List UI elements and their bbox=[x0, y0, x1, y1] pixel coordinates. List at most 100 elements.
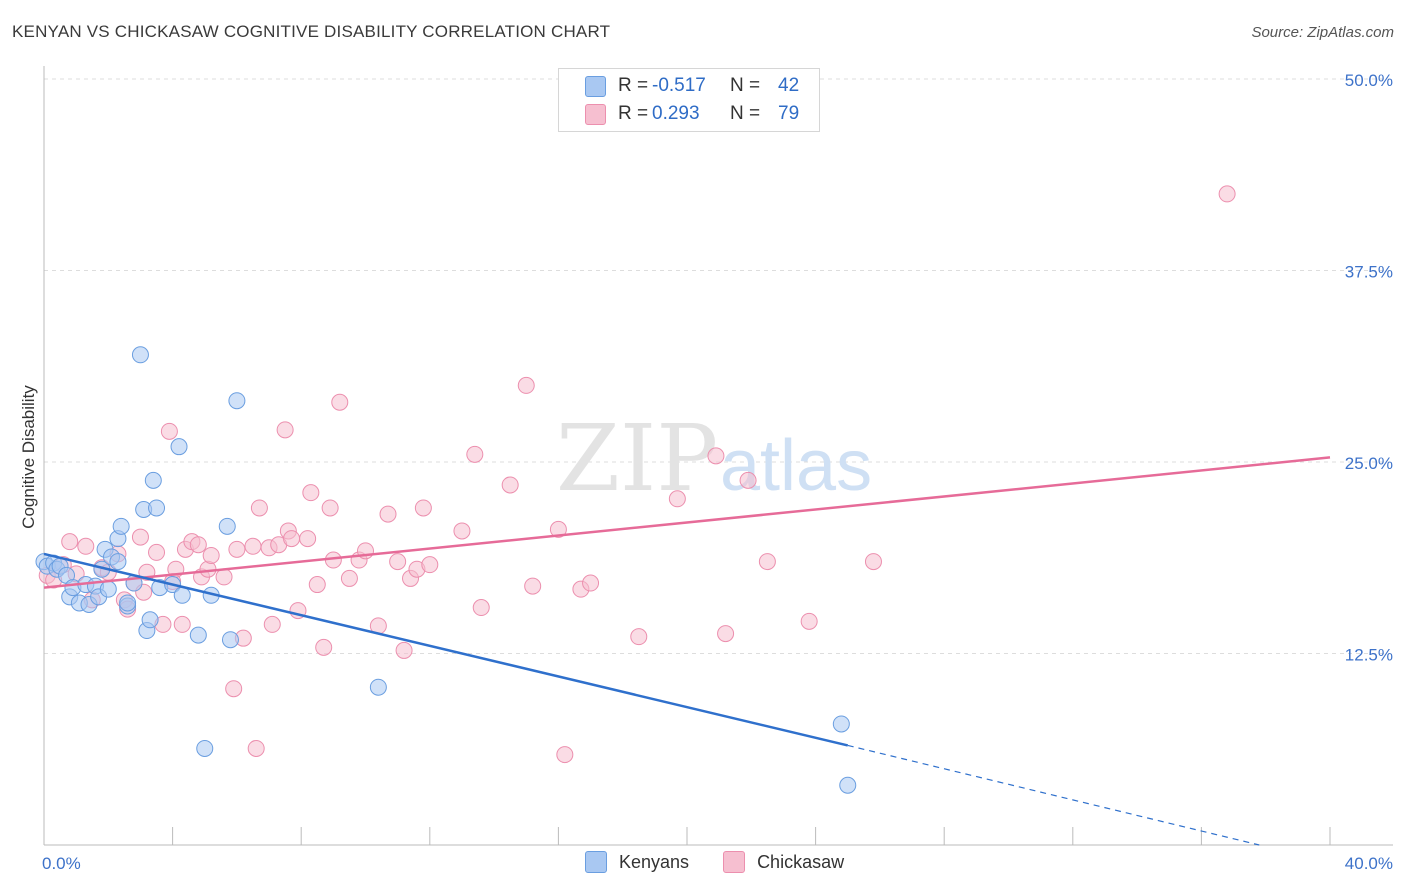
chickasaw-points bbox=[38, 185, 1236, 764]
chickasaw-point bbox=[524, 577, 542, 595]
chickasaw-point bbox=[247, 739, 265, 757]
kenyans-point bbox=[170, 438, 188, 456]
chickasaw-point bbox=[630, 628, 648, 646]
chickasaw-point bbox=[302, 484, 320, 502]
kenyans-point bbox=[221, 631, 239, 649]
chickasaw-point bbox=[472, 599, 490, 617]
r-value: 0.293 bbox=[652, 103, 700, 124]
kenyans-swatch bbox=[585, 75, 606, 97]
kenyans-point bbox=[839, 776, 857, 794]
kenyans-point bbox=[144, 471, 162, 489]
chickasaw-point bbox=[202, 546, 220, 564]
watermark-zip: ZIP bbox=[556, 405, 718, 512]
y-tick-label: 37.5% bbox=[1345, 263, 1393, 282]
n-value: 79 bbox=[778, 103, 800, 124]
legend-item-kenyans[interactable]: Kenyans bbox=[585, 851, 689, 873]
chickasaw-point bbox=[466, 445, 484, 463]
chickasaw-point bbox=[77, 537, 95, 555]
kenyans-point bbox=[148, 499, 166, 517]
chickasaw-point bbox=[315, 638, 333, 656]
chickasaw-point bbox=[717, 625, 735, 643]
chickasaw-point bbox=[501, 476, 519, 494]
r-label: R = bbox=[618, 103, 649, 124]
chickasaw-point bbox=[228, 540, 246, 558]
y-tick-label: 12.5% bbox=[1345, 646, 1393, 665]
watermark-atlas: atlas bbox=[720, 426, 872, 506]
chickasaw-point bbox=[250, 499, 268, 517]
kenyans-point bbox=[189, 626, 207, 644]
kenyans-point bbox=[112, 517, 130, 535]
r-label: R = bbox=[618, 75, 649, 96]
chickasaw-point bbox=[707, 447, 725, 465]
tick-labels: 12.5% 25.0% 37.5% 50.0% 0.0% 40.0% bbox=[42, 71, 1393, 873]
chickasaw-point bbox=[215, 568, 233, 586]
kenyans-swatch bbox=[585, 851, 607, 873]
legend-item-chickasaw[interactable]: Chickasaw bbox=[723, 851, 844, 873]
kenyans-point bbox=[99, 580, 117, 598]
chickasaw-point bbox=[864, 553, 882, 571]
chickasaw-point bbox=[414, 499, 432, 517]
n-label: N = bbox=[730, 75, 761, 96]
chickasaw-trend-line bbox=[43, 456, 1331, 589]
chickasaw-point bbox=[225, 680, 243, 698]
axes bbox=[43, 66, 1393, 846]
stats-legend: R = -0.517 N = 42 R = 0.293 N = 79 bbox=[558, 68, 820, 132]
kenyans-point bbox=[131, 346, 149, 364]
x-tick-label: 0.0% bbox=[42, 854, 81, 873]
kenyans-point bbox=[119, 594, 137, 612]
trend-lines bbox=[43, 456, 1331, 846]
chickasaw-point bbox=[299, 530, 317, 548]
chickasaw-swatch bbox=[585, 103, 606, 125]
chickasaw-swatch bbox=[723, 851, 746, 873]
r-value: -0.517 bbox=[652, 75, 706, 96]
kenyans-trend-line bbox=[43, 552, 849, 747]
n-label: N = bbox=[730, 103, 761, 124]
legend-row-chickasaw: R = 0.293 N = 79 bbox=[585, 101, 799, 127]
kenyans-point bbox=[196, 739, 214, 757]
chickasaw-point bbox=[556, 746, 574, 764]
chart-title: KENYAN VS CHICKASAW COGNITIVE DISABILITY… bbox=[12, 22, 611, 41]
kenyans-points bbox=[35, 346, 857, 794]
chickasaw-point bbox=[244, 537, 262, 555]
chickasaw-point bbox=[61, 533, 79, 551]
chickasaw-point bbox=[131, 528, 149, 546]
chickasaw-point bbox=[189, 536, 207, 554]
kenyans-point bbox=[109, 553, 127, 571]
chickasaw-point bbox=[517, 376, 535, 394]
chickasaw-point bbox=[283, 530, 301, 548]
n-value: 42 bbox=[778, 75, 800, 96]
y-tick-label: 25.0% bbox=[1345, 454, 1393, 473]
kenyans-point bbox=[218, 517, 236, 535]
chickasaw-point bbox=[800, 612, 818, 630]
x-tick-label: 40.0% bbox=[1345, 854, 1393, 873]
y-axis-label: Cognitive Disability bbox=[19, 385, 38, 529]
kenyans-point bbox=[228, 392, 246, 410]
y-tick-label: 50.0% bbox=[1345, 71, 1393, 90]
chickasaw-point bbox=[395, 641, 413, 659]
chickasaw-point bbox=[421, 556, 439, 574]
chickasaw-point bbox=[321, 499, 339, 517]
chickasaw-point bbox=[340, 569, 358, 587]
legend-label-kenyans: Kenyans bbox=[619, 851, 690, 872]
kenyans-point bbox=[173, 586, 191, 604]
chickasaw-point bbox=[668, 490, 686, 508]
kenyans-point bbox=[369, 678, 387, 696]
chickasaw-point bbox=[758, 553, 776, 571]
chickasaw-point bbox=[173, 615, 191, 633]
chickasaw-point bbox=[331, 393, 349, 411]
legend-label-chickasaw: Chickasaw bbox=[757, 851, 845, 872]
chickasaw-point bbox=[308, 576, 326, 594]
chickasaw-point bbox=[1218, 185, 1236, 203]
chickasaw-point bbox=[549, 520, 567, 538]
kenyans-point bbox=[141, 611, 159, 629]
chickasaw-point bbox=[276, 421, 294, 439]
chickasaw-point bbox=[160, 422, 178, 440]
source-label: Source: ZipAtlas.com bbox=[1251, 24, 1394, 41]
chickasaw-point bbox=[148, 543, 166, 561]
chickasaw-point bbox=[379, 505, 397, 523]
chickasaw-point bbox=[263, 615, 281, 633]
chickasaw-point bbox=[389, 553, 407, 571]
legend-row-kenyans: R = -0.517 N = 42 bbox=[585, 73, 799, 99]
chickasaw-point bbox=[582, 574, 600, 592]
